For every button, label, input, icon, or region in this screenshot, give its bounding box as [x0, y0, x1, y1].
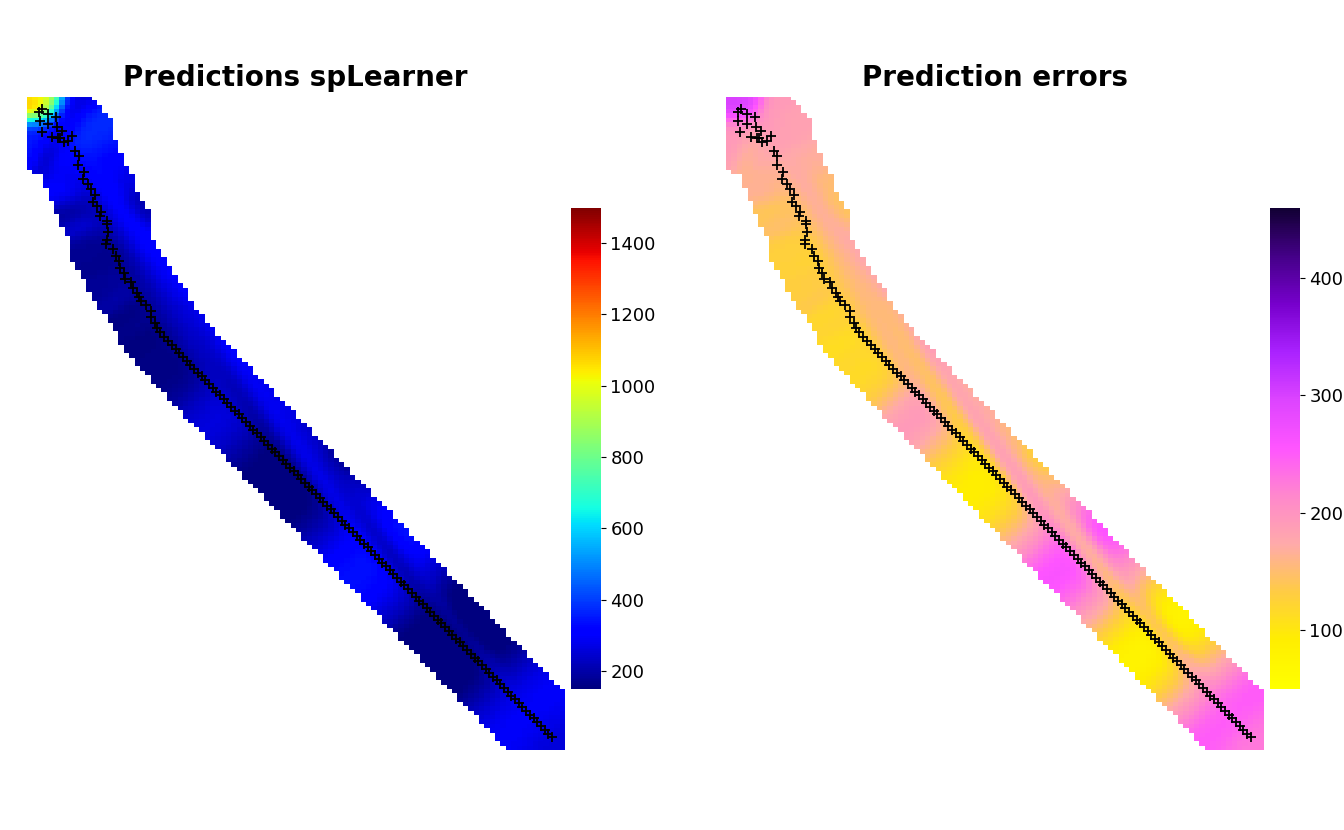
Title: Prediction errors: Prediction errors [862, 64, 1128, 91]
Title: Predictions spLearner: Predictions spLearner [124, 64, 468, 91]
